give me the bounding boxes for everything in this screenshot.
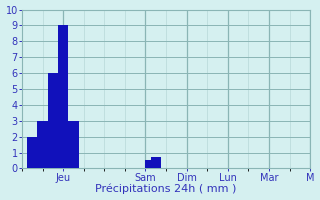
Bar xyxy=(151,157,156,168)
Bar xyxy=(74,121,79,168)
Bar xyxy=(58,25,63,168)
X-axis label: Précipitations 24h ( mm ): Précipitations 24h ( mm ) xyxy=(95,184,237,194)
Bar xyxy=(53,73,58,168)
Bar xyxy=(48,73,53,168)
Bar xyxy=(32,137,37,168)
Bar xyxy=(146,160,151,168)
Bar xyxy=(156,157,161,168)
Bar xyxy=(37,121,43,168)
Bar xyxy=(27,137,32,168)
Bar xyxy=(63,25,68,168)
Bar xyxy=(68,121,74,168)
Bar xyxy=(43,121,48,168)
